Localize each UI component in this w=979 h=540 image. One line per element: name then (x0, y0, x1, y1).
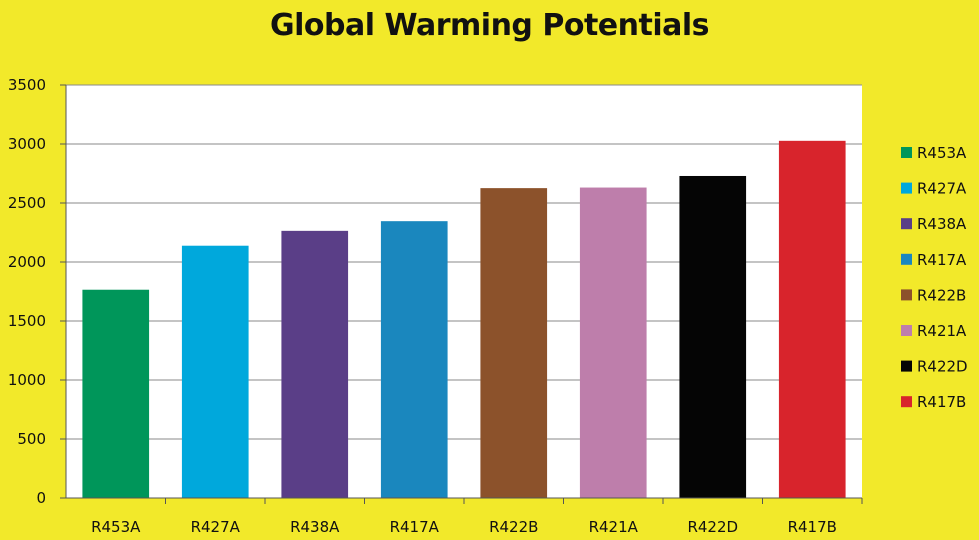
x-tick-labels: R453A R427A R438A R417A R422B R421A R422D R417B (91, 518, 837, 536)
legend-swatch (901, 325, 912, 336)
bar-r417b (778, 140, 846, 498)
legend-label: R421A (917, 322, 967, 340)
legend-label: R438A (917, 215, 967, 233)
bar-r421a (579, 187, 647, 499)
legend-label: R427A (917, 180, 967, 198)
bar-r453a (82, 289, 150, 498)
legend-swatch (901, 218, 912, 230)
bar-r422b (480, 188, 548, 498)
y-tick-label: 3000 (8, 135, 46, 153)
x-tick-label: R427A (191, 518, 241, 536)
x-tick-label: R421A (589, 518, 639, 536)
legend-label: R453A (917, 144, 967, 162)
legend-swatch (901, 253, 912, 265)
x-tick-label: R417A (390, 518, 440, 536)
legend-label: R422B (917, 286, 966, 304)
y-tick-label: 2000 (8, 253, 46, 271)
legend-label: R417A (917, 251, 967, 269)
y-tick-label: 500 (17, 430, 46, 448)
y-tick-label: 1000 (8, 371, 46, 389)
y-tick-labels: 0 500 1000 1500 2000 2500 3000 3500 (8, 76, 46, 507)
y-tick-label: 3500 (8, 76, 46, 94)
x-tick-label: R453A (91, 518, 141, 536)
legend: R453A R427A R438A R417A R422B R421A R422D R417B (901, 144, 968, 411)
bar-r427a (181, 245, 249, 498)
x-tick-label: R422D (687, 518, 738, 536)
legend-swatch (901, 147, 912, 158)
y-tick-label: 2500 (8, 194, 46, 212)
axes (60, 84, 863, 504)
legend-swatch (901, 182, 912, 194)
bar-r422d (679, 175, 747, 498)
bar-r438a (281, 230, 349, 498)
bar-r417a (380, 221, 448, 498)
legend-swatch (901, 396, 912, 408)
legend-swatch (901, 289, 912, 301)
y-tick-label: 0 (36, 489, 46, 507)
y-tick-label: 1500 (8, 312, 46, 330)
x-tick-label: R422B (489, 518, 538, 536)
x-tick-label: R438A (290, 518, 340, 536)
chart-title: Global Warming Potentials (270, 8, 710, 43)
x-tick-label: R417B (788, 518, 837, 536)
bars (82, 140, 846, 499)
legend-label: R422D (917, 358, 968, 376)
legend-label: R417B (917, 393, 966, 411)
legend-swatch (901, 360, 912, 372)
